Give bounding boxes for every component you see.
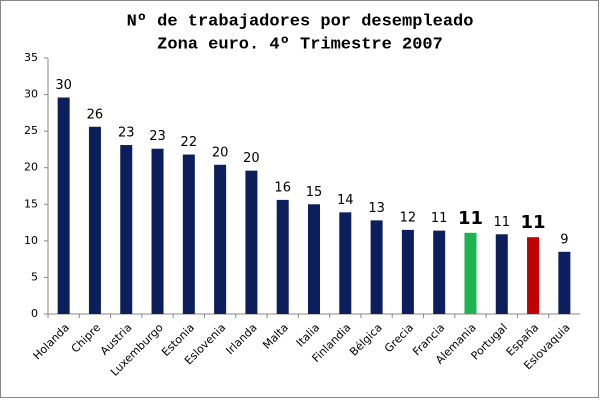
chart-title: Nº de trabajadores por desempleado: [127, 12, 474, 31]
value-label: 15: [306, 185, 323, 200]
value-label: 13: [368, 201, 385, 216]
bar: [276, 199, 289, 314]
value-label: 11: [458, 208, 483, 229]
y-tick-label: 25: [24, 124, 38, 137]
value-label: 11: [521, 212, 546, 233]
bar: [214, 164, 227, 314]
bar: [308, 204, 320, 314]
bar: [370, 220, 383, 314]
bar: [88, 126, 101, 314]
bar: [151, 148, 164, 314]
y-tick-label: 5: [31, 270, 38, 283]
chart-subtitle: Zona euro. 4º Trimestre 2007: [157, 35, 443, 54]
value-label: 14: [337, 193, 354, 208]
value-label: 16: [274, 180, 291, 195]
value-label: 11: [493, 215, 510, 230]
bar: [495, 234, 508, 314]
bar: [401, 229, 414, 314]
value-label: 12: [400, 210, 417, 225]
value-label: 20: [243, 151, 260, 166]
value-label: 11: [431, 211, 448, 226]
value-label: 23: [118, 126, 135, 141]
value-label: 22: [181, 135, 198, 150]
bar: [120, 145, 133, 314]
value-label: 20: [212, 145, 229, 160]
bar: [57, 97, 70, 314]
value-label: 23: [149, 129, 166, 144]
value-label: 26: [87, 107, 104, 122]
bar: [339, 212, 352, 314]
y-tick-label: 0: [31, 307, 38, 320]
y-tick-label: 15: [24, 197, 38, 210]
bar: [433, 230, 446, 314]
y-tick-label: 35: [24, 51, 38, 64]
bar: [182, 154, 195, 314]
bar: [464, 232, 477, 314]
y-tick-label: 30: [24, 88, 38, 101]
bar: [558, 251, 571, 314]
bar: [527, 237, 540, 314]
y-tick-label: 20: [24, 161, 38, 174]
y-tick-label: 10: [24, 234, 38, 247]
value-label: 9: [560, 232, 568, 247]
value-label: 30: [55, 78, 72, 93]
bar: [245, 170, 258, 314]
